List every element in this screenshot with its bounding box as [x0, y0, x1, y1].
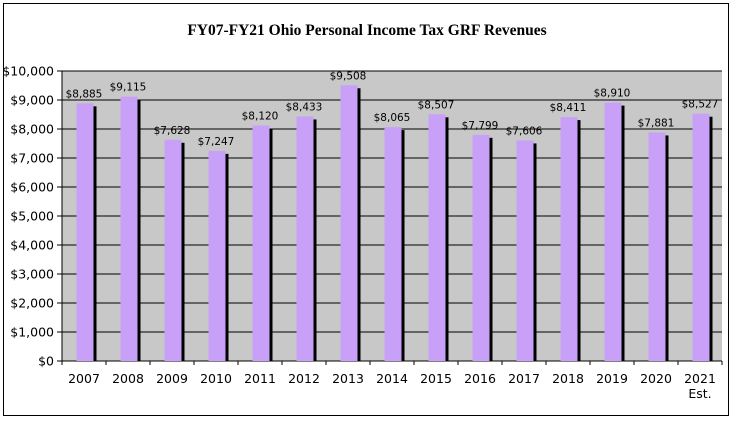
bar — [384, 127, 402, 362]
bar-shadow — [269, 128, 273, 361]
y-tick-label: $4,000 — [10, 238, 54, 253]
bar-shadow — [225, 153, 229, 361]
bar-shadow — [137, 99, 141, 361]
x-tick-label: 2017 — [508, 371, 540, 386]
data-label: $8,065 — [374, 112, 411, 124]
bar — [560, 117, 578, 362]
data-label: $8,527 — [682, 99, 719, 111]
y-tick-label: $0 — [38, 354, 54, 369]
bar — [296, 116, 314, 362]
bar — [164, 139, 182, 361]
x-tick-label: 2007 — [68, 371, 100, 386]
data-label: $9,508 — [330, 70, 367, 82]
bar — [208, 150, 226, 361]
y-tick-label: $1,000 — [10, 325, 54, 340]
data-label: $8,910 — [594, 88, 631, 100]
x-tick-sublabel: Est. — [688, 386, 711, 401]
y-tick-label: $7,000 — [10, 151, 54, 166]
bar-shadow — [445, 117, 449, 361]
x-tick-label: 2019 — [596, 371, 628, 386]
x-tick-label: 2008 — [112, 371, 144, 386]
data-label: $9,115 — [110, 82, 147, 94]
x-tick-label: 2010 — [200, 371, 232, 386]
data-label: $7,799 — [462, 120, 499, 132]
bar — [428, 114, 446, 361]
y-tick-label: $8,000 — [10, 122, 54, 137]
data-label: $8,411 — [550, 102, 587, 114]
x-tick-label: 2009 — [156, 371, 188, 386]
bar — [76, 103, 94, 362]
y-tick-label: $5,000 — [10, 209, 54, 224]
bar — [252, 125, 270, 362]
x-tick-label: 2018 — [552, 371, 584, 386]
y-tick-label: $2,000 — [10, 296, 54, 311]
data-label: $8,120 — [242, 111, 279, 123]
bar-shadow — [489, 137, 493, 361]
bar-shadow — [709, 116, 713, 361]
data-label: $8,885 — [66, 88, 103, 100]
y-tick-label: $6,000 — [10, 180, 54, 195]
y-tick-label: $3,000 — [10, 267, 54, 282]
data-label: $8,433 — [286, 101, 323, 113]
data-label: $7,606 — [506, 125, 543, 137]
bar-shadow — [357, 88, 361, 361]
data-label: $7,247 — [198, 136, 235, 148]
x-tick-label: 2014 — [376, 371, 408, 386]
chart-title: FY07-FY21 Ohio Personal Income Tax GRF R… — [187, 22, 547, 39]
data-label: $7,628 — [154, 125, 191, 137]
data-label: $7,881 — [638, 117, 675, 129]
bar — [472, 134, 490, 361]
bar — [120, 96, 138, 361]
x-tick-label: 2021 — [684, 371, 716, 386]
x-tick-label: 2012 — [288, 371, 320, 386]
bar — [340, 85, 358, 361]
bar-shadow — [665, 135, 669, 361]
bar-shadow — [401, 130, 405, 361]
bar-shadow — [577, 120, 581, 362]
bar-shadow — [621, 105, 625, 361]
bar — [692, 113, 710, 361]
x-tick-label: 2011 — [244, 371, 276, 386]
data-label: $8,507 — [418, 99, 455, 111]
bar — [516, 140, 534, 361]
bar — [604, 102, 622, 362]
x-tick-label: 2013 — [332, 371, 364, 386]
bar-shadow — [93, 106, 97, 362]
bar — [648, 132, 666, 361]
x-tick-label: 2016 — [464, 371, 496, 386]
bar-shadow — [313, 119, 317, 362]
x-tick-label: 2015 — [420, 371, 452, 386]
bar-shadow — [533, 143, 537, 361]
y-tick-label: $10,000 — [2, 64, 54, 79]
x-tick-label: 2020 — [640, 371, 672, 386]
y-tick-label: $9,000 — [10, 93, 54, 108]
bar-shadow — [181, 142, 185, 361]
